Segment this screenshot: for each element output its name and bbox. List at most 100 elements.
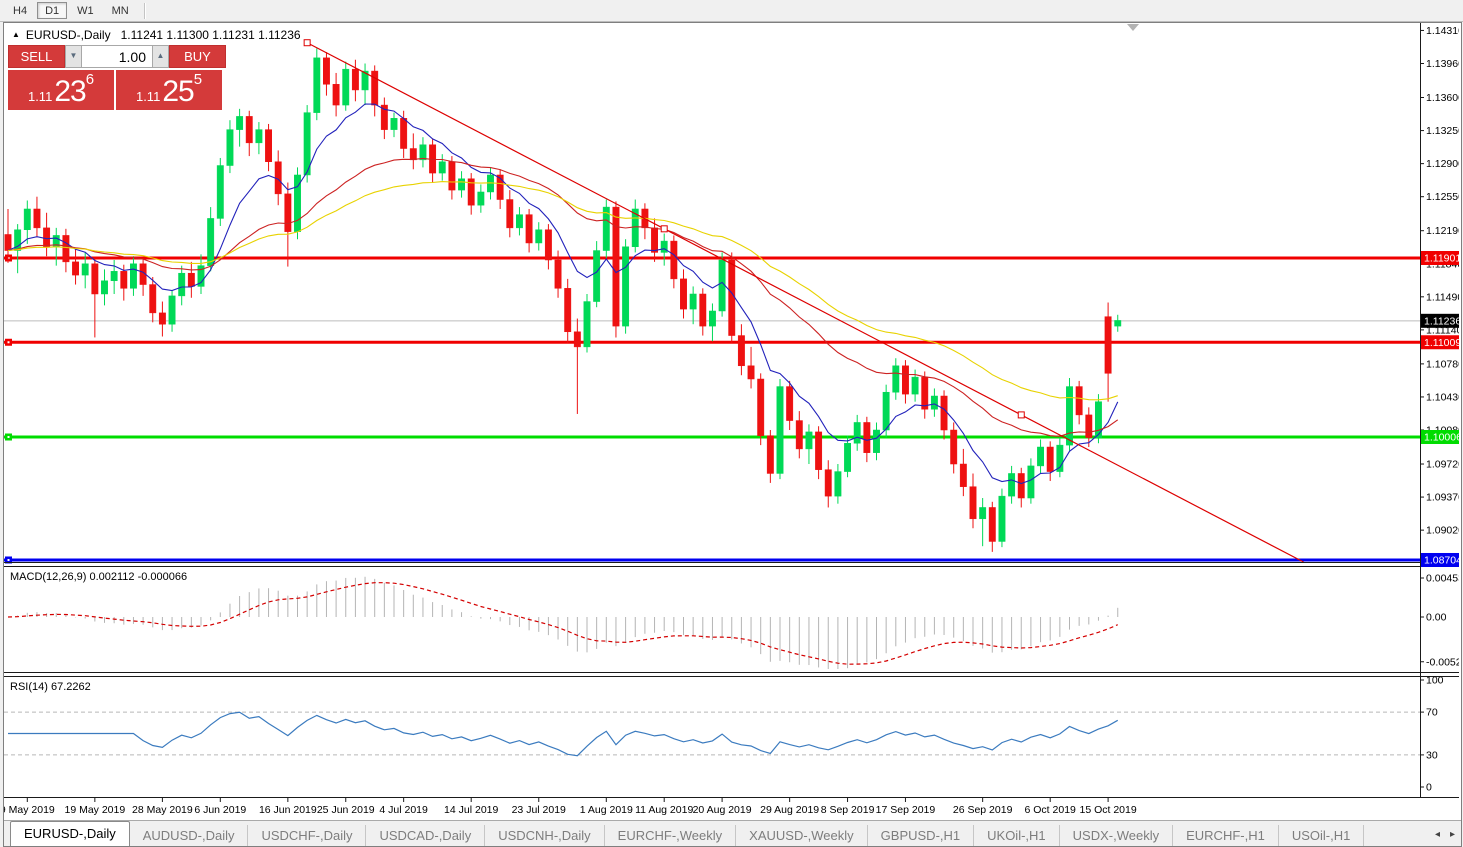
svg-text:14 Jul 2019: 14 Jul 2019 (444, 804, 498, 816)
chart-tab-ukoil-h1[interactable]: UKOil-,H1 (974, 825, 1060, 846)
svg-text:1.10006: 1.10006 (1424, 432, 1459, 444)
sell-price-prefix: 1.11 (27, 89, 53, 104)
svg-text:70: 70 (1426, 707, 1438, 719)
chart-tab-gbpusd-h1[interactable]: GBPUSD-,H1 (868, 825, 975, 846)
svg-text:4 Jul 2019: 4 Jul 2019 (379, 804, 428, 816)
macd-signal-line (7, 582, 1118, 665)
ma-fast-line (7, 103, 1119, 485)
chart-tab-usdchf-daily[interactable]: USDCHF-,Daily (248, 825, 367, 846)
sell-price-display[interactable]: 1.11 23 6 (8, 70, 114, 110)
svg-text:6 Oct 2019: 6 Oct 2019 (1025, 804, 1077, 816)
buy-price-big: 25 (162, 75, 194, 108)
axis-badge-current-price (1421, 313, 1459, 328)
sell-price-pip: 6 (85, 71, 95, 88)
svg-text:1.13600: 1.13600 (1426, 92, 1459, 104)
timeframe-button-w1[interactable]: W1 (69, 2, 102, 19)
axis-badge-1.11009 (1421, 335, 1459, 350)
rsi-panel[interactable]: RSI(14) 67.2262 (4, 681, 1420, 757)
volume-increase-button[interactable]: ▲ (152, 45, 169, 68)
volume-input[interactable] (82, 46, 152, 67)
chart-tab-usoil-h1[interactable]: USOil-,H1 (1279, 825, 1365, 846)
chart-tab-audusd-daily[interactable]: AUDUSD-,Daily (130, 825, 249, 846)
chart-ohlc-values: 1.11241 1.11300 1.11231 1.11236 (120, 28, 301, 42)
svg-text:1.09370: 1.09370 (1426, 492, 1459, 504)
buy-price-display[interactable]: 1.11 25 5 (116, 70, 222, 110)
price-axis: 1.14310 1.13960 1.13600 1.13250 1.12900 1.125… (1420, 25, 1459, 794)
chart-tab-eurusd-daily[interactable]: EURUSD-,Daily (10, 821, 130, 846)
svg-text:25 Jun 2019: 25 Jun 2019 (317, 804, 375, 816)
chart-tab-eurchf-weekly[interactable]: EURCHF-,Weekly (605, 825, 737, 846)
timeframe-toolbar: H4 D1 W1 MN (0, 0, 1463, 22)
svg-text:6 Jun 2019: 6 Jun 2019 (194, 804, 246, 816)
svg-text:0: 0 (1426, 782, 1432, 794)
svg-text:1.08704: 1.08704 (1424, 554, 1459, 566)
chart-shift-marker-icon[interactable] (1127, 24, 1139, 31)
svg-text:15 Oct 2019: 15 Oct 2019 (1079, 804, 1136, 816)
svg-text:1.13960: 1.13960 (1426, 58, 1459, 70)
svg-text:1.09720: 1.09720 (1426, 459, 1459, 471)
toolbar-separator (143, 2, 146, 19)
svg-text:1.13250: 1.13250 (1426, 125, 1459, 137)
chart-tab-usdcad-daily[interactable]: USDCAD-,Daily (366, 825, 486, 846)
chart-tab-usdx-weekly[interactable]: USDX-,Weekly (1060, 825, 1174, 846)
tabs-scroll-left-icon[interactable]: ◂ (1434, 829, 1440, 840)
buy-button[interactable]: BUY (169, 45, 226, 68)
axis-badge-1.10006 (1421, 430, 1459, 445)
svg-text:1.14310: 1.14310 (1426, 25, 1459, 37)
chart-canvas[interactable]: MACD(12,26,9) 0.002112 -0.000066 RSI(14) … (4, 23, 1459, 819)
svg-text:1.12190: 1.12190 (1426, 225, 1459, 237)
svg-text:20 Aug 2019: 20 Aug 2019 (693, 804, 752, 816)
svg-text:23 Jul 2019: 23 Jul 2019 (512, 804, 566, 816)
chart-window: MACD(12,26,9) 0.002112 -0.000066 RSI(14) … (3, 22, 1462, 847)
chart-tab-eurchf-h1[interactable]: EURCHF-,H1 (1173, 825, 1279, 846)
plot-background[interactable] (4, 23, 1459, 819)
svg-text:0.00: 0.00 (1426, 612, 1447, 624)
svg-text:16 Jun 2019: 16 Jun 2019 (259, 804, 317, 816)
svg-text:100: 100 (1426, 675, 1444, 687)
chart-tab-usdcnh-daily[interactable]: USDCNH-,Daily (485, 825, 605, 846)
svg-text:26 Sep 2019: 26 Sep 2019 (953, 804, 1013, 816)
sell-button[interactable]: SELL (8, 45, 65, 68)
svg-text:8 Sep 2019: 8 Sep 2019 (821, 804, 875, 816)
svg-text:1.11901: 1.11901 (1424, 253, 1459, 265)
svg-text:1.12550: 1.12550 (1426, 191, 1459, 203)
timeframe-button-d1[interactable]: D1 (37, 2, 68, 19)
one-click-trading-panel: SELL ▼ ▲ BUY 1.11 23 6 1.11 25 5 (8, 45, 226, 110)
buy-price-pip: 5 (193, 71, 203, 88)
rsi-label: RSI(14) 67.2262 (10, 681, 91, 693)
svg-text:0.004536: 0.004536 (1426, 572, 1459, 584)
svg-text:1.10780: 1.10780 (1426, 358, 1459, 370)
svg-text:9 May 2019: 9 May 2019 (4, 804, 55, 816)
tabs-scroll-right-icon[interactable]: ▸ (1449, 829, 1455, 840)
timeframe-button-h4[interactable]: H4 (5, 2, 35, 19)
svg-text:1.11236: 1.11236 (1424, 315, 1459, 327)
macd-label: MACD(12,26,9) 0.002112 -0.000066 (10, 571, 187, 583)
chart-tab-xauusd-weekly[interactable]: XAUUSD-,Weekly (736, 825, 868, 846)
chart-tabs-bar: EURUSD-,Daily AUDUSD-,Daily USDCHF-,Daily U… (4, 820, 1461, 846)
svg-text:11 Aug 2019: 11 Aug 2019 (635, 804, 693, 816)
svg-text:1.11009: 1.11009 (1424, 337, 1459, 349)
svg-text:17 Sep 2019: 17 Sep 2019 (876, 804, 936, 816)
macd-panel[interactable]: MACD(12,26,9) 0.002112 -0.000066 (7, 571, 1119, 669)
svg-text:28 May 2019: 28 May 2019 (132, 804, 193, 816)
svg-text:-0.005205: -0.005205 (1426, 656, 1459, 668)
buy-price-prefix: 1.11 (135, 89, 161, 104)
svg-text:1.10430: 1.10430 (1426, 391, 1459, 403)
axis-badge-1.11901 (1421, 251, 1459, 265)
chart-title: ▲ EURUSD-,Daily 1.11241 1.11300 1.11231 … (12, 28, 301, 42)
svg-text:30: 30 (1426, 749, 1438, 761)
descending-trendline[interactable] (303, 39, 1304, 563)
sell-price-big: 23 (54, 75, 86, 108)
symbol-marker-icon: ▲ (12, 30, 20, 39)
candles (4, 48, 1122, 552)
svg-text:1.11490: 1.11490 (1426, 291, 1459, 303)
svg-text:19 May 2019: 19 May 2019 (64, 804, 125, 816)
timeframe-button-mn[interactable]: MN (104, 2, 137, 19)
main-panel[interactable] (4, 39, 1420, 564)
volume-decrease-button[interactable]: ▼ (65, 45, 82, 68)
svg-text:29 Aug 2019: 29 Aug 2019 (760, 804, 819, 816)
ma-slow-line (7, 181, 1118, 401)
svg-text:1 Aug 2019: 1 Aug 2019 (580, 804, 633, 816)
